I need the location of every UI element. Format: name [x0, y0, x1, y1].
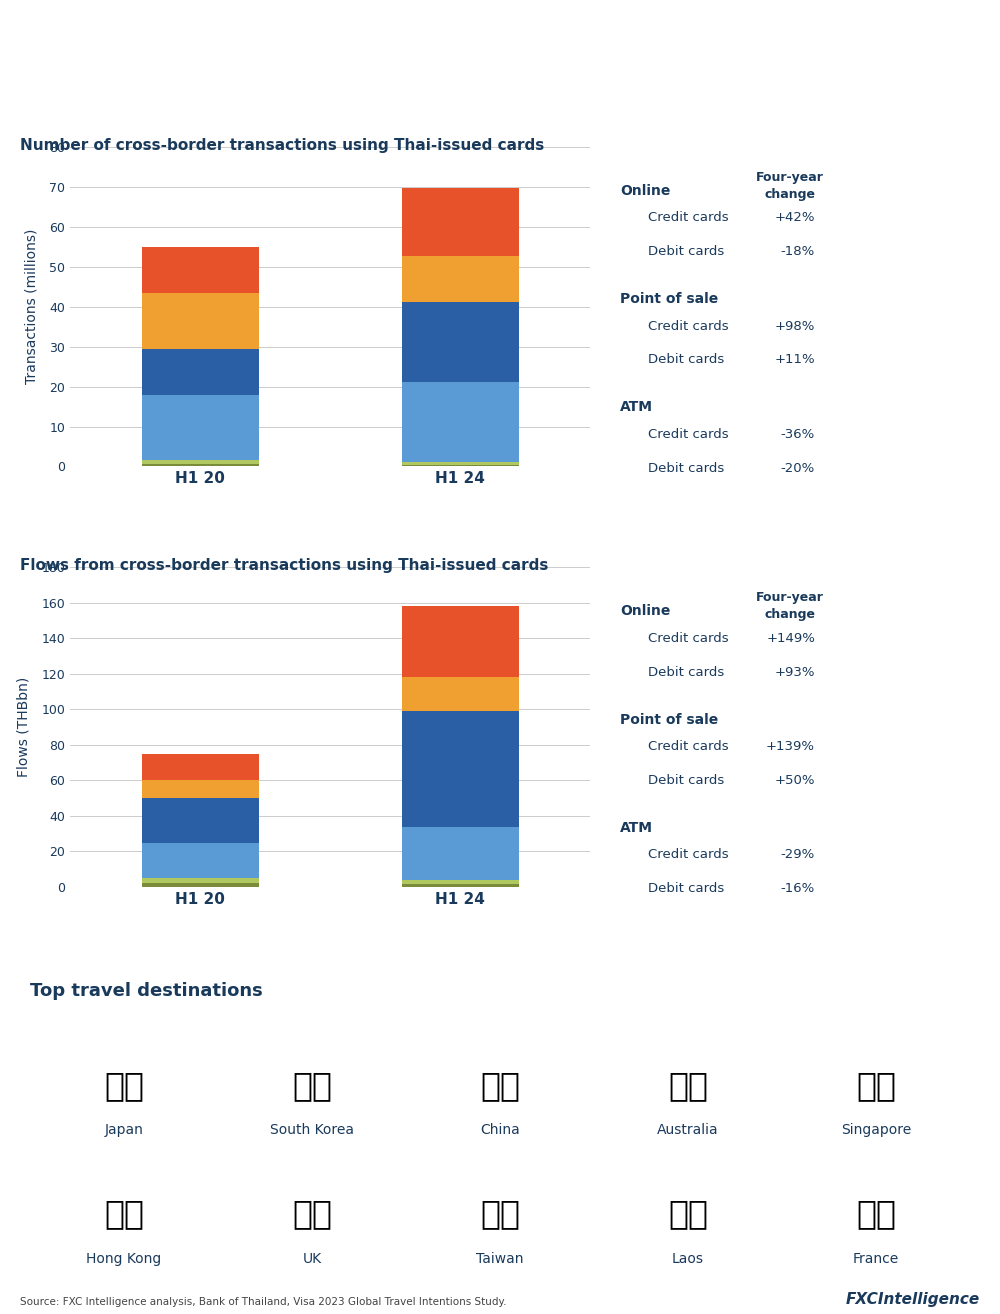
Text: Australia: Australia: [657, 1123, 719, 1138]
Text: Four-year
change: Four-year change: [756, 171, 824, 201]
Text: +50%: +50%: [774, 774, 815, 787]
Text: Credit cards: Credit cards: [648, 319, 729, 332]
Text: Credit cards: Credit cards: [648, 632, 729, 645]
Text: -16%: -16%: [781, 882, 815, 895]
Bar: [402, 382, 519, 463]
Bar: [402, 827, 519, 880]
Text: Credit cards: Credit cards: [648, 427, 729, 440]
Bar: [142, 394, 258, 460]
Text: 🇦🇺: 🇦🇺: [668, 1068, 708, 1102]
Text: FXCIntelligence: FXCIntelligence: [846, 1293, 980, 1307]
Text: 🇰🇷: 🇰🇷: [292, 1068, 332, 1102]
Y-axis label: Transactions (millions): Transactions (millions): [24, 229, 38, 385]
Text: Point of sale: Point of sale: [620, 712, 718, 727]
Text: Debit cards: Debit cards: [648, 461, 724, 474]
Text: +139%: +139%: [766, 740, 815, 753]
Text: Credit cards: Credit cards: [648, 212, 729, 225]
Text: Debit cards: Debit cards: [648, 246, 724, 259]
Bar: [142, 883, 258, 887]
Bar: [402, 678, 519, 711]
Text: 🇨🇳: 🇨🇳: [480, 1068, 520, 1102]
Bar: [142, 842, 258, 878]
Text: 🇭🇰: 🇭🇰: [104, 1197, 144, 1230]
Text: -20%: -20%: [781, 461, 815, 474]
Bar: [142, 247, 258, 293]
Text: ATM: ATM: [620, 401, 653, 414]
Bar: [402, 188, 519, 256]
Text: 🇸🇬: 🇸🇬: [856, 1068, 896, 1102]
Bar: [142, 781, 258, 798]
Text: Online: Online: [620, 184, 670, 198]
Bar: [402, 463, 519, 465]
Text: +11%: +11%: [774, 353, 815, 367]
Text: +42%: +42%: [774, 212, 815, 225]
Text: Credit cards: Credit cards: [648, 848, 729, 861]
Bar: [402, 607, 519, 678]
Bar: [402, 256, 519, 302]
Text: Debit cards: Debit cards: [648, 353, 724, 367]
Bar: [402, 884, 519, 887]
Text: 🇱🇦: 🇱🇦: [668, 1197, 708, 1230]
Y-axis label: Flows (THBbn): Flows (THBbn): [16, 677, 30, 778]
Bar: [402, 711, 519, 827]
Text: China: China: [480, 1123, 520, 1138]
Text: -36%: -36%: [781, 427, 815, 440]
Text: Debit cards: Debit cards: [648, 666, 724, 679]
Text: Debit cards: Debit cards: [648, 774, 724, 787]
Bar: [142, 460, 258, 464]
Text: -29%: -29%: [781, 848, 815, 861]
Text: UK: UK: [302, 1251, 322, 1265]
Text: Taiwan: Taiwan: [476, 1251, 524, 1265]
Text: Debit cards: Debit cards: [648, 882, 724, 895]
Bar: [142, 754, 258, 781]
Text: Flows from cross-border transactions using Thai-issued cards: Flows from cross-border transactions usi…: [20, 558, 548, 573]
Text: Japan: Japan: [105, 1123, 143, 1138]
Text: Source: FXC Intelligence analysis, Bank of Thailand, Visa 2023 Global Travel Int: Source: FXC Intelligence analysis, Bank …: [20, 1297, 507, 1307]
Text: Online: Online: [620, 604, 670, 619]
Text: +149%: +149%: [766, 632, 815, 645]
Text: South Korea: South Korea: [270, 1123, 354, 1138]
Text: 🇹🇼: 🇹🇼: [480, 1197, 520, 1230]
Text: Credit cards: Credit cards: [648, 740, 729, 753]
Bar: [402, 880, 519, 884]
Text: 🇬🇧: 🇬🇧: [292, 1197, 332, 1230]
Text: ATM: ATM: [620, 821, 653, 834]
Bar: [142, 293, 258, 348]
Text: Point of sale: Point of sale: [620, 292, 718, 306]
Text: +93%: +93%: [774, 666, 815, 679]
Text: Number of cross-border transactions using Thai-issued cards: Number of cross-border transactions usin…: [20, 138, 544, 152]
Text: 🇫🇷: 🇫🇷: [856, 1197, 896, 1230]
Text: France: France: [853, 1251, 899, 1265]
Text: 🇯🇵: 🇯🇵: [104, 1068, 144, 1102]
Text: Top travel destinations: Top travel destinations: [30, 982, 263, 1000]
Text: Laos: Laos: [672, 1251, 704, 1265]
Bar: [142, 798, 258, 842]
Text: Four-year
change: Four-year change: [756, 591, 824, 622]
Text: Hong Kong: Hong Kong: [86, 1251, 162, 1265]
Text: Flows and volume by platform for Thai cardholders spending abroad: Flows and volume by platform for Thai ca…: [20, 89, 588, 108]
Bar: [402, 302, 519, 382]
Text: -18%: -18%: [781, 246, 815, 259]
Text: +98%: +98%: [775, 319, 815, 332]
Text: Singapore: Singapore: [841, 1123, 911, 1138]
Bar: [142, 878, 258, 883]
Bar: [142, 348, 258, 394]
Bar: [142, 464, 258, 466]
Text: How has cross-border card use from Thailand changed?: How has cross-border card use from Thail…: [20, 35, 762, 59]
